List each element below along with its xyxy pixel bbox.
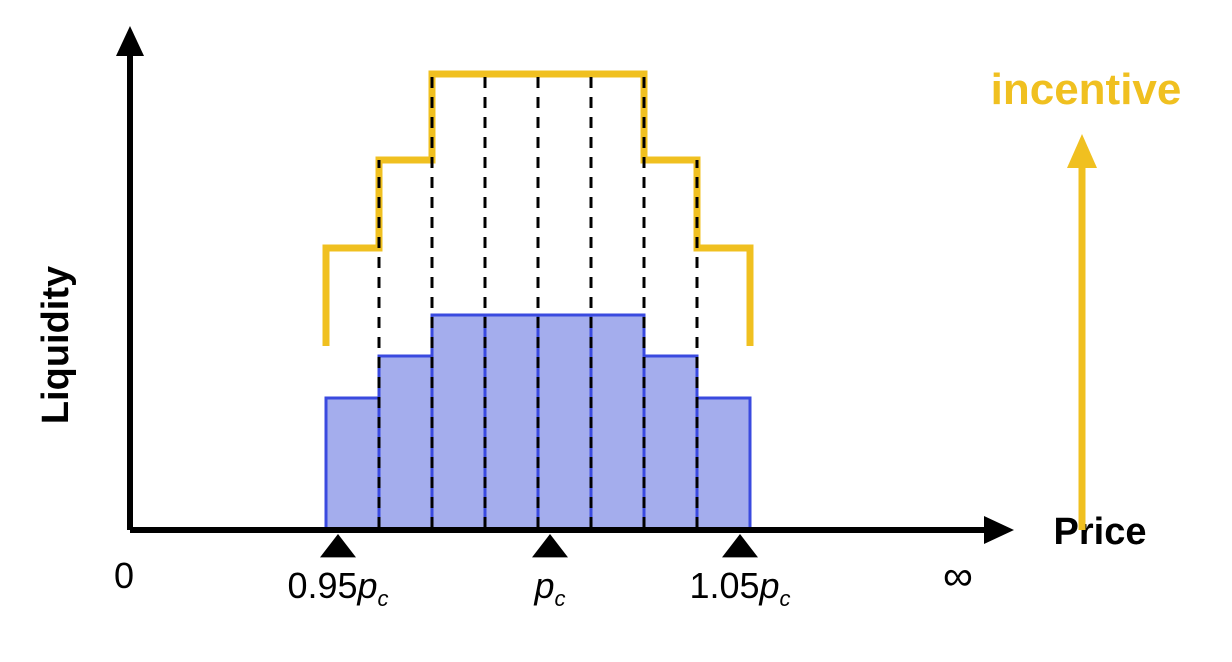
- infinity-label: ∞: [943, 552, 973, 599]
- x-axis-label: Price: [1054, 511, 1147, 553]
- x-tick-label: 1.05pc: [689, 565, 790, 611]
- origin-label: 0: [114, 555, 134, 596]
- y-axis-arrow-icon: [116, 26, 144, 56]
- x-tick-label: pc: [533, 565, 565, 611]
- tick-marker-icon: [532, 534, 568, 557]
- y-axis-label: Liquidity: [35, 266, 77, 424]
- tick-marker-icon: [722, 534, 758, 557]
- liquidity-bar: [538, 315, 591, 530]
- tick-marker-icon: [320, 534, 356, 557]
- liquidity-bar: [379, 356, 432, 530]
- liquidity-bar: [644, 356, 697, 530]
- liquidity-bar: [432, 315, 485, 530]
- x-tick-label: 0.95pc: [287, 565, 388, 611]
- x-axis-arrow-icon: [984, 516, 1014, 544]
- liquidity-bar: [326, 398, 379, 530]
- incentive-label: incentive: [991, 65, 1182, 114]
- liquidity-bar: [697, 398, 750, 530]
- incentive-arrow-head-icon: [1067, 134, 1097, 168]
- liquidity-bar: [591, 315, 644, 530]
- liquidity-bar: [485, 315, 538, 530]
